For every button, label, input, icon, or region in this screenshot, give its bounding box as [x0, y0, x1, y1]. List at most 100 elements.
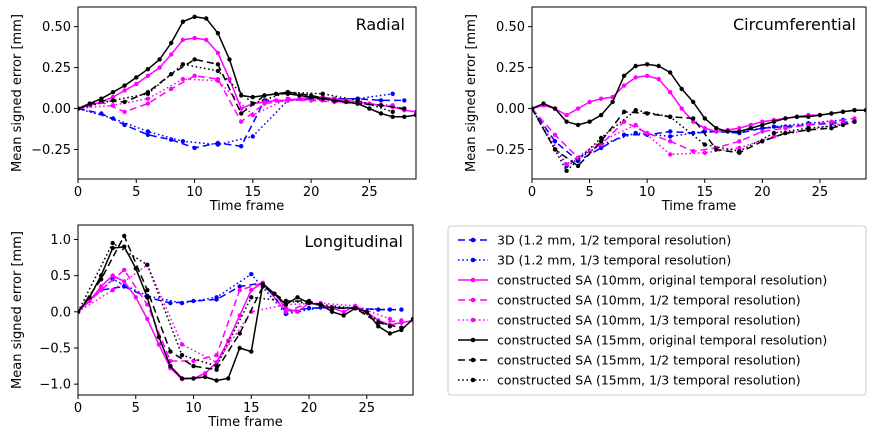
- data-point: [285, 96, 290, 101]
- y-tick-label: 0.25: [42, 61, 71, 76]
- series-4: [532, 106, 857, 160]
- data-point: [308, 93, 314, 98]
- data-point: [367, 106, 372, 111]
- data-point: [180, 19, 186, 24]
- legend-entry-8: constructed SA (15mm, 1/3 temporal resol…: [458, 373, 801, 388]
- data-point: [390, 114, 395, 120]
- data-point: [110, 287, 115, 293]
- x-tick-label: 10: [185, 401, 202, 416]
- data-point: [214, 360, 219, 365]
- series-8: [78, 62, 395, 115]
- data-point: [376, 320, 381, 325]
- legend-entry-4: constructed SA (10mm, 1/2 temporal resol…: [458, 293, 801, 308]
- x-tick-label: 5: [132, 185, 140, 200]
- data-point: [250, 101, 255, 106]
- data-point: [794, 114, 800, 120]
- data-point: [297, 93, 302, 98]
- data-point: [387, 307, 393, 312]
- y-tick-label: 0.50: [42, 20, 71, 35]
- data-point: [262, 101, 267, 106]
- data-point: [564, 112, 569, 118]
- data-point: [656, 63, 661, 69]
- legend-frame: [447, 225, 867, 396]
- data-point: [215, 50, 221, 56]
- data-point: [202, 371, 208, 376]
- series-line: [78, 37, 416, 113]
- y-axis-label: Mean signed error [mm]: [10, 231, 25, 389]
- data-point: [621, 132, 627, 137]
- data-point: [783, 116, 788, 121]
- data-point: [214, 363, 219, 369]
- data-point: [295, 309, 300, 314]
- data-point: [598, 96, 604, 101]
- data-point: [249, 287, 254, 293]
- data-point: [237, 313, 242, 318]
- data-point: [237, 345, 242, 351]
- data-point: [341, 309, 346, 314]
- series-3: [78, 35, 416, 114]
- data-point: [621, 109, 627, 115]
- data-point: [179, 353, 185, 358]
- data-point: [668, 114, 673, 120]
- data-point: [668, 139, 673, 144]
- data-point: [250, 112, 255, 118]
- data-point: [318, 302, 323, 307]
- data-point: [702, 116, 707, 121]
- data-point: [145, 129, 151, 134]
- data-point: [399, 318, 404, 323]
- data-point: [332, 98, 337, 103]
- axes-frame: [531, 6, 867, 180]
- data-point: [668, 129, 673, 134]
- data-point: [702, 142, 707, 147]
- legend-entry-6: constructed SA (15mm, original temporal …: [458, 333, 827, 348]
- data-point: [283, 302, 289, 307]
- data-point: [122, 109, 127, 115]
- data-point: [145, 316, 150, 322]
- data-point: [679, 86, 684, 92]
- data-point: [168, 300, 173, 306]
- data-point: [285, 90, 290, 95]
- data-point: [260, 284, 265, 289]
- data-point: [783, 130, 788, 136]
- data-point: [145, 287, 150, 293]
- data-point: [610, 99, 615, 105]
- data-point: [829, 111, 834, 116]
- data-point: [145, 96, 151, 101]
- series-line: [78, 63, 393, 113]
- data-point: [760, 126, 765, 131]
- y-tick-label: 0.5: [50, 269, 71, 284]
- data-point: [215, 31, 221, 36]
- data-point: [145, 101, 151, 106]
- data-point: [668, 70, 673, 75]
- data-point: [191, 363, 196, 369]
- data-point: [714, 147, 719, 152]
- legend-entry-7: constructed SA (15mm, 1/2 temporal resol…: [458, 353, 801, 368]
- data-point: [204, 16, 209, 21]
- data-point: [237, 287, 242, 293]
- series-7: [78, 233, 404, 372]
- data-point: [714, 129, 719, 134]
- series-8: [532, 106, 846, 173]
- data-point: [575, 106, 581, 111]
- x-tick-label: 5: [132, 401, 140, 416]
- data-point: [863, 108, 866, 113]
- x-tick-label: 15: [243, 401, 260, 416]
- data-point: [645, 130, 650, 136]
- y-tick-label: 1.0: [50, 233, 71, 248]
- data-point: [145, 132, 151, 137]
- data-point: [852, 108, 857, 113]
- legend-label: 3D (1.2 mm, 1/3 temporal resolution): [497, 253, 731, 268]
- series-line: [78, 242, 391, 367]
- data-point: [656, 76, 661, 82]
- chart-panel-3: 0 5 10 15 20 25 −1.0 −0.5 0.0 0.5 1.0 Time frame Mea…: [10, 224, 414, 430]
- data-point: [283, 298, 289, 304]
- data-point: [110, 273, 115, 278]
- data-point: [157, 65, 162, 70]
- legend-swatch-marker: [470, 257, 476, 263]
- data-point: [192, 14, 197, 19]
- legend-swatch-marker: [470, 297, 476, 303]
- data-point: [98, 284, 104, 289]
- data-point: [410, 316, 413, 322]
- data-point: [110, 116, 116, 121]
